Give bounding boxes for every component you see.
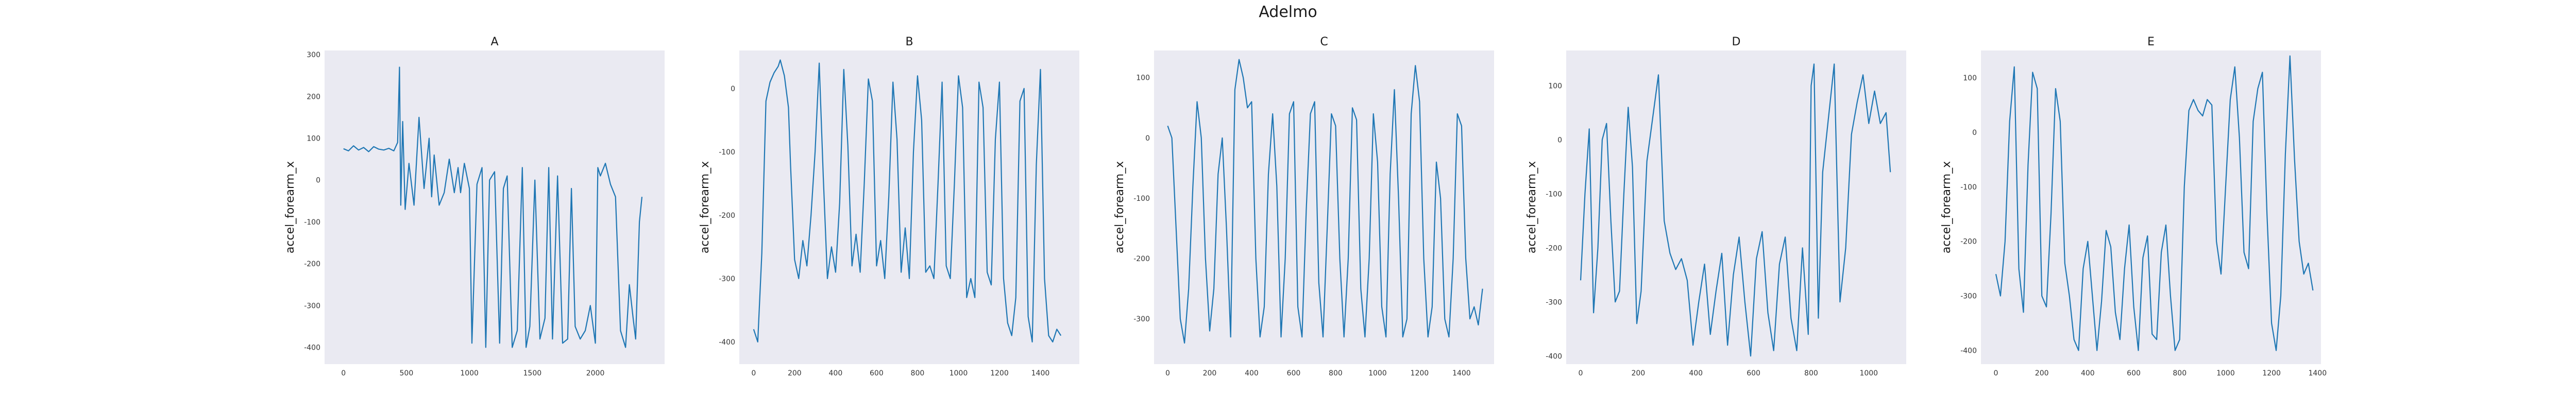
y-tick-label: 200	[307, 93, 320, 101]
y-axis-label: accel_forearm_x	[1526, 161, 1538, 253]
x-tick-label: 1000	[950, 369, 968, 377]
x-tick-label: 200	[788, 369, 802, 377]
x-tick-label: 0	[341, 369, 346, 377]
x-tick-label: 1400	[1031, 369, 1050, 377]
x-tick-label: 800	[2173, 369, 2187, 377]
x-tick-label: 1000	[460, 369, 479, 377]
x-tick-label: 600	[1747, 369, 1760, 377]
panel-title: A	[490, 36, 498, 48]
panel-title: E	[2147, 36, 2155, 48]
x-tick-label: 800	[1329, 369, 1343, 377]
series-line	[343, 66, 643, 348]
x-tick-label: 0	[751, 369, 756, 377]
y-axis-label: accel_forearm_x	[699, 161, 711, 253]
x-tick-label: 1400	[2308, 369, 2327, 377]
plot-area	[1566, 50, 1906, 364]
y-tick-label: -400	[719, 338, 735, 347]
y-tick-label: -100	[1960, 183, 1977, 192]
plot-area	[325, 50, 665, 364]
series-line	[1167, 59, 1483, 344]
y-tick-label: 0	[1145, 134, 1150, 143]
x-tick-label: 1200	[990, 369, 1009, 377]
x-tick-label: 200	[2035, 369, 2049, 377]
panel-title: D	[1732, 36, 1741, 48]
y-tick-label: 0	[1557, 136, 1562, 144]
x-tick-label: 1400	[1452, 369, 1471, 377]
x-tick-label: 2000	[586, 369, 605, 377]
x-tick-label: 800	[911, 369, 925, 377]
series-line	[1995, 55, 2314, 351]
x-tick-label: 400	[1689, 369, 1703, 377]
y-tick-label: -400	[304, 344, 320, 352]
x-tick-label: 200	[1203, 369, 1217, 377]
y-tick-label: -200	[1960, 238, 1977, 246]
x-tick-label: 600	[1287, 369, 1301, 377]
y-tick-label: 0	[1972, 129, 1977, 137]
y-axis-label: accel_forearm_x	[284, 161, 297, 253]
series-line	[753, 59, 1062, 342]
x-tick-label: 600	[2127, 369, 2141, 377]
x-tick-label: 0	[1165, 369, 1170, 377]
x-tick-label: 400	[2081, 369, 2095, 377]
y-tick-label: -100	[1546, 190, 1562, 198]
x-tick-label: 1000	[2216, 369, 2235, 377]
x-tick-label: 200	[1631, 369, 1645, 377]
x-tick-label: 800	[1804, 369, 1818, 377]
x-tick-label: 400	[1245, 369, 1259, 377]
panel-title: C	[1320, 36, 1328, 48]
y-tick-label: 100	[1548, 82, 1562, 90]
x-tick-label: 1000	[1368, 369, 1387, 377]
y-tick-label: -100	[1133, 195, 1150, 203]
y-tick-label: -200	[304, 260, 320, 268]
x-tick-label: 1200	[2262, 369, 2281, 377]
y-tick-label: -300	[1546, 298, 1562, 306]
plot-area	[739, 50, 1079, 364]
y-tick-label: -200	[1546, 244, 1562, 252]
y-tick-label: 100	[307, 135, 320, 143]
y-tick-label: -300	[304, 302, 320, 310]
y-tick-label: 300	[307, 51, 320, 59]
x-tick-label: 0	[1994, 369, 1998, 377]
y-tick-label: -400	[1960, 347, 1977, 355]
figure-title: Adelmo	[1259, 3, 1317, 21]
x-tick-label: 1200	[1411, 369, 1429, 377]
x-tick-label: 600	[870, 369, 884, 377]
panel-title: B	[905, 36, 913, 48]
y-tick-label: -300	[719, 275, 735, 283]
y-tick-label: -100	[719, 148, 735, 157]
y-tick-label: -200	[1133, 255, 1150, 263]
x-tick-label: 400	[829, 369, 843, 377]
y-tick-label: -200	[719, 212, 735, 220]
y-tick-label: 0	[316, 177, 320, 185]
y-tick-label: -300	[1133, 315, 1150, 323]
y-axis-label: accel_forearm_x	[1113, 161, 1126, 253]
y-axis-label: accel_forearm_x	[1940, 161, 1953, 253]
x-tick-label: 0	[1579, 369, 1583, 377]
y-tick-label: -300	[1960, 293, 1977, 301]
x-tick-label: 1000	[1859, 369, 1878, 377]
x-tick-label: 1500	[523, 369, 542, 377]
y-tick-label: 100	[1136, 74, 1150, 82]
y-tick-label: 100	[1963, 74, 1977, 82]
series-line	[1580, 63, 1891, 357]
y-tick-label: 0	[731, 85, 735, 93]
y-tick-label: -400	[1546, 352, 1562, 360]
y-tick-label: -100	[304, 218, 320, 227]
x-tick-label: 500	[400, 369, 414, 377]
